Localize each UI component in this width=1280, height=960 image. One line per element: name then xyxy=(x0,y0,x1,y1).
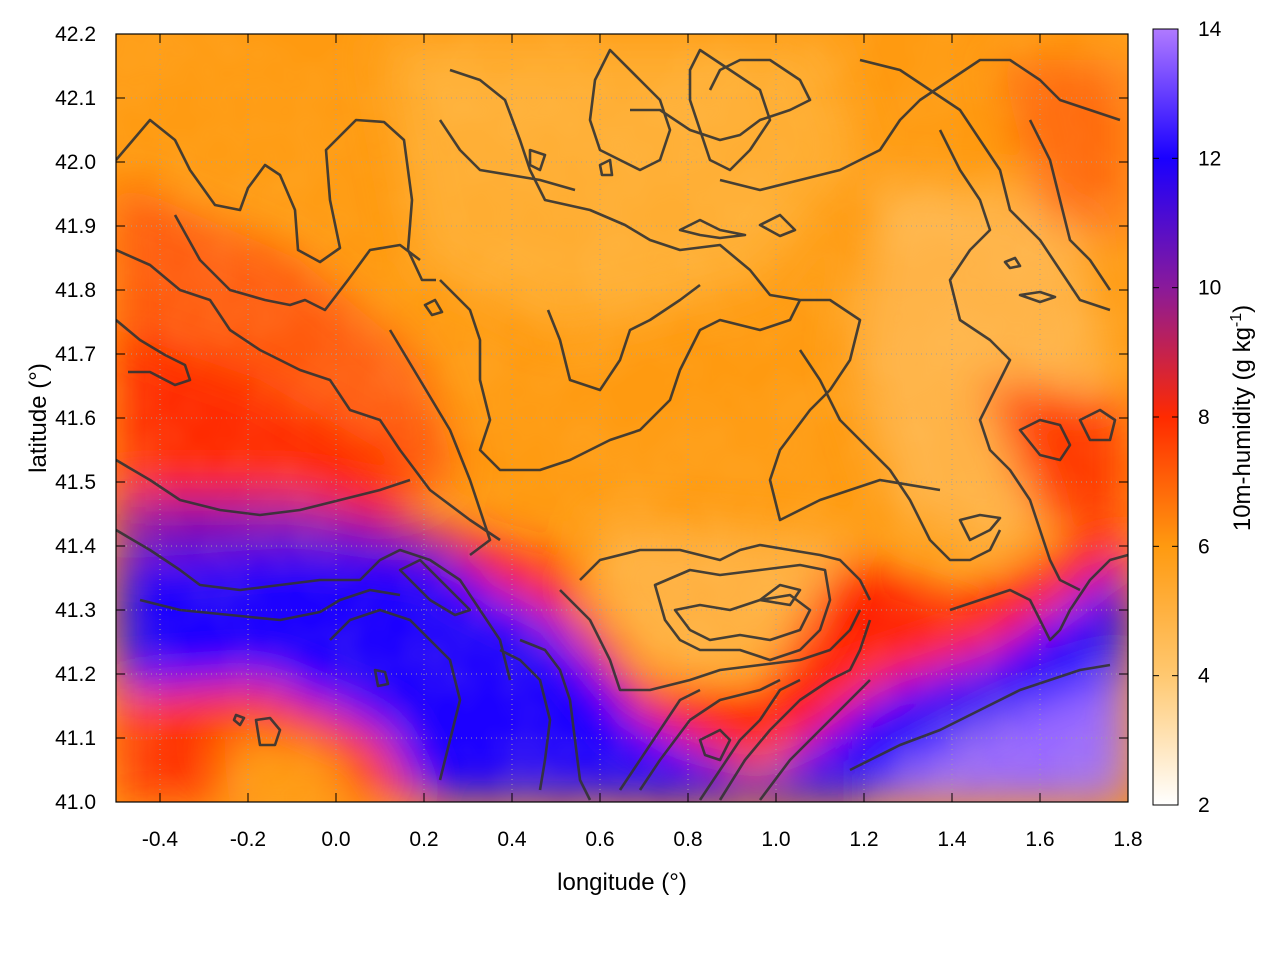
contour-line xyxy=(798,349,1002,562)
contour-line xyxy=(373,668,390,688)
contour-line xyxy=(588,48,672,172)
x-tick-label: -0.2 xyxy=(230,828,266,851)
contour-line xyxy=(439,279,802,472)
x-tick-label: 0.6 xyxy=(585,828,614,851)
contour-line xyxy=(958,513,1002,542)
contour-line xyxy=(849,663,1111,772)
contour-line xyxy=(698,678,801,801)
x-tick-label: -0.4 xyxy=(142,828,179,851)
colorbar-tick-label: 2 xyxy=(1198,794,1210,817)
contour-line xyxy=(139,588,401,622)
y-tick-label: 41.0 xyxy=(55,791,96,814)
contour-line xyxy=(758,583,802,607)
contour-line xyxy=(673,593,812,642)
x-tick-label: 0.4 xyxy=(497,828,527,851)
contour-line xyxy=(519,638,592,801)
contour-line xyxy=(638,678,781,791)
x-tick-label: 1.8 xyxy=(1113,828,1142,851)
contour-line xyxy=(859,58,1111,312)
y-tick-label: 41.5 xyxy=(55,471,96,494)
contour-line xyxy=(579,543,872,601)
contour-line xyxy=(116,458,411,517)
x-tick-label: 0.2 xyxy=(409,828,438,851)
colorbar-tick-label: 12 xyxy=(1198,147,1221,170)
y-axis-title: latitude (°) xyxy=(25,363,52,473)
x-tick-label: 1.0 xyxy=(761,828,790,851)
x-tick-label: 0.8 xyxy=(673,828,702,851)
y-axis: 41.0 41.1 41.2 41.3 41.4 41.5 41.6 41.7 41.8 41.9… xyxy=(55,23,1128,814)
y-tick-label: 41.6 xyxy=(55,407,96,430)
contour-line xyxy=(719,58,1121,192)
y-tick-label: 42.0 xyxy=(55,151,96,174)
y-tick-label: 41.1 xyxy=(55,727,96,750)
contour-line xyxy=(688,48,772,172)
contour-line xyxy=(758,679,871,801)
contour-line xyxy=(598,158,614,177)
contour-line xyxy=(653,563,832,662)
colorbar-tick-label: 6 xyxy=(1198,535,1210,558)
contour-line xyxy=(1018,418,1072,462)
contour-line xyxy=(718,619,872,801)
x-tick-label: 1.4 xyxy=(937,828,967,851)
contour-line xyxy=(949,553,1128,642)
contour-line xyxy=(116,248,501,542)
contour-line xyxy=(116,319,192,387)
colorbar-tick-label: 4 xyxy=(1198,665,1210,688)
contour-line xyxy=(1018,290,1057,304)
contour-line xyxy=(1078,408,1117,442)
contour-line xyxy=(499,648,552,791)
contour-line xyxy=(559,589,862,692)
contour-line xyxy=(254,716,282,747)
contour-line xyxy=(232,713,246,727)
plot-area xyxy=(116,34,1128,802)
y-tick-label: 42.2 xyxy=(55,23,96,46)
colorbar-tick-label: 10 xyxy=(1198,277,1221,300)
contour-line xyxy=(329,608,462,781)
x-tick-label: 0.0 xyxy=(321,828,350,851)
y-tick-label: 41.8 xyxy=(55,279,96,302)
x-tick-label: 1.6 xyxy=(1025,828,1054,851)
contour-line xyxy=(398,558,472,617)
colorbar-title: 10m-humidity (g kg-1) xyxy=(1228,305,1256,531)
contour-line xyxy=(528,148,547,172)
y-tick-label: 41.4 xyxy=(55,535,96,558)
contour-line xyxy=(438,119,576,192)
contour-line xyxy=(618,688,701,791)
y-tick-label: 41.9 xyxy=(55,215,96,238)
colorbar: 2 4 6 8 10 12 14 10m-humidity (g kg-1) xyxy=(1152,18,1256,817)
contour-line xyxy=(938,129,1081,592)
contour-line xyxy=(546,283,701,392)
contour-line xyxy=(1028,119,1112,291)
contour-line xyxy=(449,68,941,522)
contour-line xyxy=(758,213,797,238)
terrain-contours xyxy=(116,48,1128,801)
contour-line xyxy=(173,214,421,312)
contour-line xyxy=(698,728,732,762)
x-axis: -0.4 -0.2 0.0 0.2 0.4 0.6 0.8 1.0 1.2 1.4 1.6 1.8 xyxy=(142,34,1143,851)
x-tick-label: 1.2 xyxy=(849,828,878,851)
x-axis-title: longitude (°) xyxy=(557,869,687,896)
y-tick-label: 41.2 xyxy=(55,663,96,686)
contour-line xyxy=(678,218,747,240)
y-tick-label: 42.1 xyxy=(55,87,96,110)
colorbar-tick-label: 8 xyxy=(1198,406,1210,429)
y-tick-label: 41.7 xyxy=(55,343,96,366)
contour-line xyxy=(423,298,444,317)
contour-line xyxy=(630,58,812,142)
contour-line xyxy=(116,118,436,282)
contour-line xyxy=(1003,256,1022,270)
colorbar-tick-label: 14 xyxy=(1198,18,1222,41)
y-tick-label: 41.3 xyxy=(55,599,96,622)
colorbar-ticks: 2 4 6 8 10 12 14 xyxy=(1153,18,1222,817)
contour-line xyxy=(388,329,492,557)
contour-line xyxy=(116,528,512,681)
